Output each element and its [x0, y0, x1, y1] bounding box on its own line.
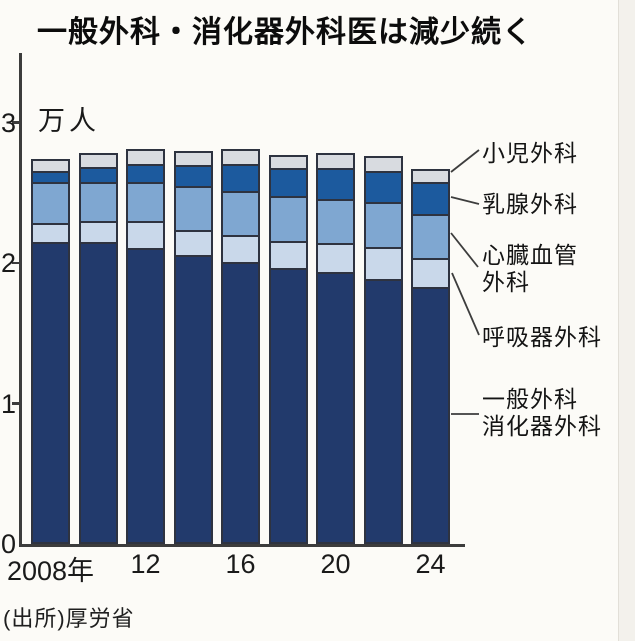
bar-segment-respiratory-surgery [365, 246, 401, 280]
bar-segment-general-digestive-surgery [318, 272, 353, 542]
y-tick-3 [12, 121, 20, 124]
bar-2014 [173, 150, 213, 544]
bar-segment-pediatric-surgery [318, 155, 353, 169]
bar-2022 [363, 156, 403, 544]
x-tick-label-16: 16 [225, 549, 256, 579]
legend-item-respiratory-surgery: 呼吸器外科 [482, 324, 602, 350]
bar-segment-respiratory-surgery [318, 242, 353, 272]
leader-line-respiratory-surgery [451, 272, 480, 336]
bar-segment-pediatric-surgery [413, 170, 448, 183]
bar-segment-respiratory-surgery [128, 221, 163, 249]
legend-item-cardiovascular-surgery: 心臓血管 外科 [482, 242, 578, 295]
bar-segment-cardiovascular-surgery [128, 182, 163, 222]
bar-segment-pediatric-surgery [80, 155, 116, 167]
bar-segment-general-digestive-surgery [80, 242, 116, 542]
bar-segment-respiratory-surgery [33, 222, 68, 243]
bar-segment-general-digestive-surgery [223, 262, 258, 542]
bar-segment-general-digestive-surgery [365, 279, 401, 542]
bar-segment-cardiovascular-surgery [365, 201, 401, 247]
bar-segment-general-digestive-surgery [175, 255, 211, 542]
bar-segment-cardiovascular-surgery [223, 190, 258, 236]
bar-2016 [221, 149, 260, 544]
bar-segment-pediatric-surgery [128, 151, 163, 164]
bar-segment-pediatric-surgery [223, 151, 258, 164]
bar-segment-breast-surgery [33, 170, 68, 183]
y-axis-line [19, 53, 22, 546]
y-tick-2 [12, 261, 20, 265]
bar-2012 [126, 149, 165, 544]
bar-segment-pediatric-surgery [175, 152, 211, 166]
y-tick-1 [12, 402, 20, 405]
bar-segment-respiratory-surgery [413, 257, 448, 288]
bar-segment-cardiovascular-surgery [80, 182, 116, 222]
leader-line-breast-surgery [450, 196, 480, 205]
bar-segment-pediatric-surgery [270, 156, 306, 169]
bar-segment-respiratory-surgery [223, 235, 258, 263]
bar-segment-respiratory-surgery [175, 229, 211, 256]
bar-segment-breast-surgery [413, 182, 448, 215]
x-tick-label-12: 12 [130, 549, 161, 579]
bar-segment-general-digestive-surgery [33, 242, 68, 542]
chart-title: 一般外科・消化器外科医は減少続く [37, 16, 533, 49]
legend-item-breast-surgery: 乳腺外科 [482, 191, 578, 217]
x-axis-line [19, 544, 465, 547]
y-tick-label-0: 0 [0, 529, 16, 559]
bar-segment-general-digestive-surgery [413, 287, 448, 542]
bar-2008 [31, 159, 70, 544]
legend-item-general-digestive-surgery: 一般外科 消化器外科 [482, 386, 602, 439]
leader-line-cardiovascular-surgery [450, 232, 479, 268]
bar-segment-breast-surgery [270, 168, 306, 197]
bar-segment-respiratory-surgery [270, 241, 306, 268]
bar-segment-cardiovascular-surgery [33, 182, 68, 223]
leader-line-pediatric-surgery [450, 149, 480, 173]
bar-segment-pediatric-surgery [365, 158, 401, 171]
bar-segment-breast-surgery [175, 165, 211, 187]
y-tick-label-3: 3 [0, 107, 16, 138]
page-edge-artifact [618, 0, 635, 641]
bar-segment-breast-surgery [365, 170, 401, 202]
y-tick-label-2: 2 [0, 248, 16, 278]
bar-segment-cardiovascular-surgery [413, 214, 448, 258]
source-note: (出所)厚労省 [3, 606, 135, 631]
bar-segment-pediatric-surgery [33, 161, 68, 171]
bar-segment-breast-surgery [128, 163, 163, 183]
bar-segment-breast-surgery [223, 163, 258, 191]
bar-2010 [78, 153, 118, 544]
bar-segment-cardiovascular-surgery [270, 196, 306, 242]
y-axis-unit-label: 万人 [38, 106, 100, 136]
bar-segment-general-digestive-surgery [128, 248, 163, 542]
bar-segment-cardiovascular-surgery [175, 186, 211, 230]
bar-segment-cardiovascular-surgery [318, 198, 353, 243]
bar-2024 [411, 168, 450, 544]
x-tick-label-20: 20 [320, 549, 351, 579]
bar-segment-general-digestive-surgery [270, 267, 306, 542]
x-tick-label-24: 24 [415, 549, 446, 579]
bar-2020 [316, 153, 355, 544]
bar-segment-respiratory-surgery [80, 221, 116, 243]
bar-2018 [268, 154, 308, 544]
bar-segment-breast-surgery [80, 166, 116, 183]
y-tick-label-1: 1 [0, 388, 16, 419]
bar-segment-breast-surgery [318, 168, 353, 199]
legend-item-pediatric-surgery: 小児外科 [482, 140, 578, 166]
x-tick-label-2008年: 2008年 [6, 556, 95, 586]
